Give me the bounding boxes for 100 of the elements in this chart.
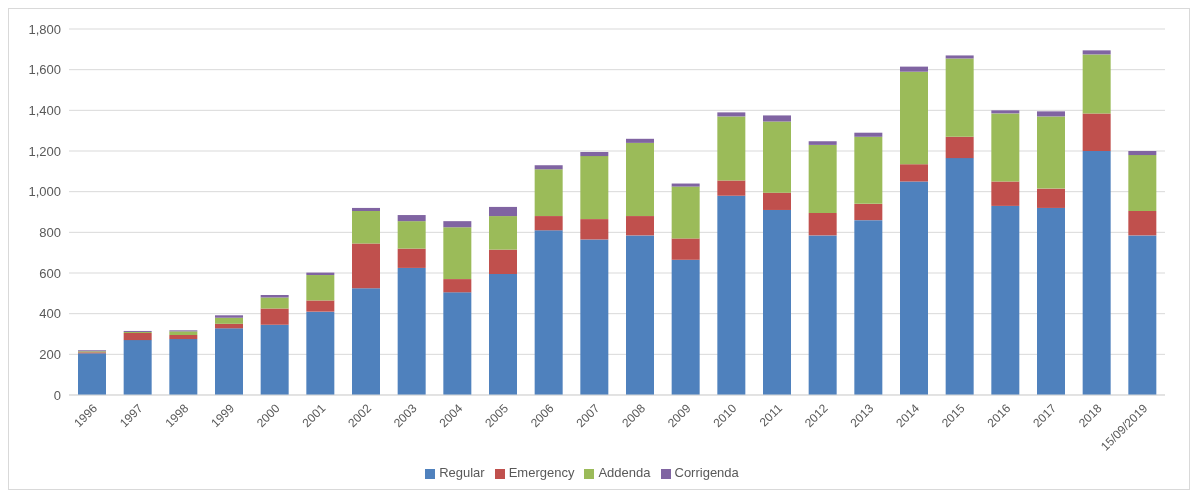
y-tick-label: 0: [53, 387, 61, 403]
bar: [1128, 210, 1157, 236]
bar: [580, 152, 609, 157]
bar: [763, 115, 791, 122]
bar: [671, 183, 700, 187]
bar: [1082, 113, 1111, 151]
bar: [260, 308, 289, 325]
bar: [215, 323, 243, 329]
bar: [352, 207, 380, 211]
legend-label: Emergency: [508, 465, 575, 480]
bar: [808, 235, 837, 395]
bar: [671, 259, 700, 395]
bar: [169, 335, 198, 340]
bar: [260, 324, 289, 395]
bar: [397, 221, 426, 249]
bar: [397, 248, 426, 268]
bar: [123, 332, 152, 341]
legend-label: Corrigenda: [674, 465, 739, 480]
bar: [991, 181, 1020, 206]
bar: [808, 144, 837, 214]
bar: [534, 165, 563, 170]
y-tick-label: 1,600: [28, 62, 61, 78]
bar: [900, 71, 928, 165]
bar: [306, 311, 335, 395]
y-tick-label: 1,800: [28, 21, 61, 37]
bar: [1037, 188, 1065, 208]
bar: [717, 116, 746, 181]
bar: [489, 274, 517, 395]
bar: [900, 66, 928, 72]
legend-label: Addenda: [598, 465, 651, 480]
bar: [808, 141, 837, 145]
bar: [763, 121, 791, 193]
y-tick-label: 1,400: [28, 102, 61, 118]
bar: [169, 339, 198, 395]
bar: [626, 142, 654, 217]
bar: [1082, 50, 1111, 55]
bar: [808, 213, 837, 236]
bar: [215, 317, 243, 324]
bar: [671, 238, 700, 260]
y-tick-label: 1,200: [28, 143, 61, 159]
y-tick-label: 800: [39, 224, 61, 240]
bar: [580, 239, 609, 395]
bar: [443, 221, 472, 228]
bar: [352, 288, 380, 395]
bar: [763, 209, 791, 395]
bar: [900, 181, 928, 395]
bar: [991, 113, 1020, 182]
bar: [626, 138, 654, 143]
bar: [717, 180, 746, 196]
bar: [991, 205, 1020, 395]
bar: [306, 300, 335, 312]
bar: [854, 132, 883, 137]
bar: [1128, 151, 1157, 156]
bar: [1128, 155, 1157, 211]
bar: [945, 136, 974, 159]
bar: [1082, 151, 1111, 395]
y-tick-label: 200: [39, 346, 61, 362]
bar: [945, 58, 974, 137]
bar: [1037, 116, 1065, 189]
bar: [534, 169, 563, 217]
bar: [854, 203, 883, 221]
bar: [489, 249, 517, 275]
bar: [443, 227, 472, 280]
bar: [900, 164, 928, 182]
bar: [991, 110, 1020, 114]
bar: [260, 297, 289, 309]
bar: [945, 55, 974, 59]
bar: [580, 156, 609, 220]
bar: [626, 216, 654, 236]
bar: [945, 158, 974, 395]
bar: [1037, 207, 1065, 395]
bar: [215, 328, 243, 395]
bar: [215, 315, 243, 318]
bar: [671, 186, 700, 239]
legend-label: Regular: [439, 465, 485, 480]
bar: [489, 216, 517, 250]
bar: [626, 235, 654, 395]
bar: [580, 219, 609, 240]
bar: [717, 195, 746, 395]
bar: [352, 210, 380, 244]
bar: [397, 215, 426, 222]
y-tick-label: 1,000: [28, 184, 61, 200]
y-tick-label: 600: [39, 265, 61, 281]
bar: [854, 136, 883, 204]
bar: [169, 331, 198, 336]
bar: [443, 279, 472, 293]
bar: [854, 220, 883, 395]
bar: [1128, 235, 1157, 395]
bar: [123, 340, 152, 395]
bar: [1037, 111, 1065, 117]
bar: [352, 243, 380, 289]
bar: [763, 192, 791, 210]
bar: [1082, 54, 1111, 114]
bar: [306, 275, 335, 301]
y-tick-label: 400: [39, 306, 61, 322]
bar: [534, 230, 563, 395]
bar: [717, 112, 746, 117]
bar: [534, 216, 563, 231]
bar: [397, 267, 426, 395]
bar: [78, 353, 106, 395]
